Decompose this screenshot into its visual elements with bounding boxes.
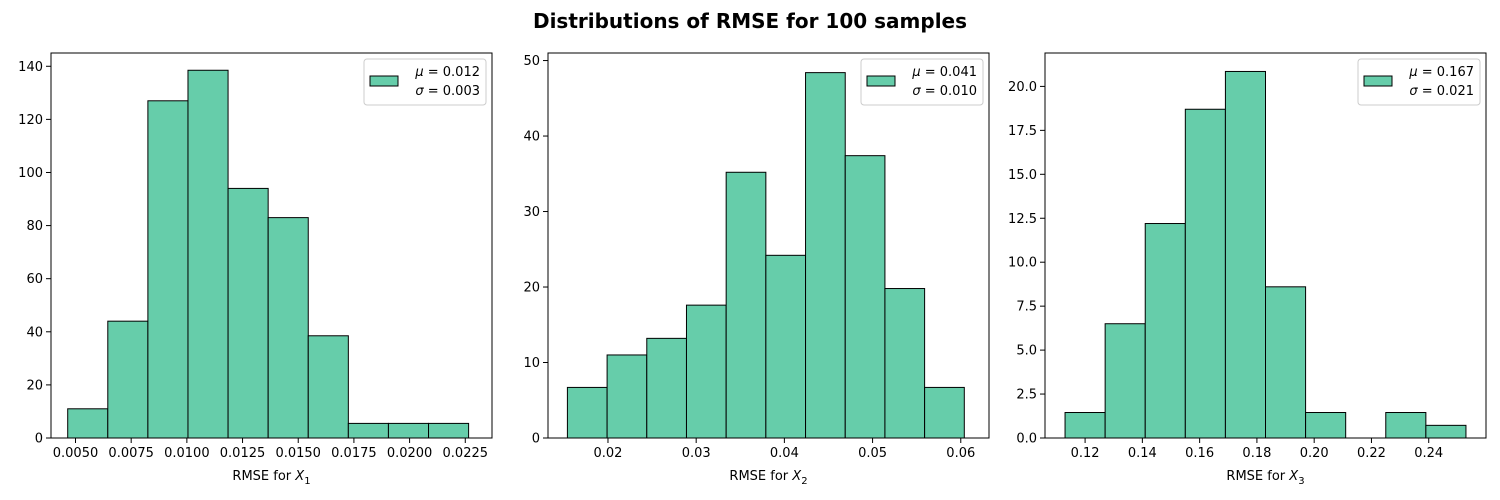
y-tick-label: 12.5 [1008,212,1037,227]
legend-box [860,58,984,106]
x-tick-label: 0.04 [770,446,799,461]
legend-sigma: σ = 0.003 [415,84,480,99]
x-tick-label: 0.12 [1071,446,1100,461]
x-tick-label: 0.0150 [275,446,321,461]
figure-title: Distributions of RMSE for 100 samples [533,9,967,33]
histogram-bar [67,408,109,439]
histogram-bar [1385,412,1427,439]
histogram-bar [1425,424,1467,439]
histogram-bar [566,386,608,439]
y-tick-label: 17.5 [1008,124,1037,139]
subplot-1: 0.0050 0.0075 0.0100 0.0125 0.0150 0.0175 0.02… [18,52,493,487]
x-tick-label: 0.02 [593,446,622,461]
x-axis-label: RMSE for X2 [729,469,807,487]
histogram-bar [844,155,886,439]
y-tick-label: 100 [18,166,43,181]
x-tick-label: 0.05 [858,446,887,461]
y-tick-label: 0.0 [1016,432,1037,447]
histogram-bar [805,72,846,439]
axes-frame [1044,52,1487,439]
x-tick-label: 0.18 [1242,446,1271,461]
legend-mu: μ = 0.012 [414,65,480,80]
histogram-bar [685,304,727,439]
histogram-bar [725,171,767,439]
legend-swatch [1363,75,1393,87]
histogram-bar [646,337,687,439]
y-tick-label: 40 [523,130,540,145]
legend-swatch [866,75,896,87]
legend-mu: μ = 0.041 [911,65,977,80]
y-tick-label: 40 [26,325,43,340]
histogram-bar [227,187,269,439]
x-tick-label: 0.0200 [387,446,433,461]
legend: μ = 0.167 σ = 0.021 [1357,58,1481,106]
y-tick-label: 140 [18,60,43,75]
histogram-bar [1305,412,1347,439]
y-tick-label: 120 [18,113,43,128]
y-tick-label: 30 [523,205,540,220]
x-tick-label: 0.14 [1128,446,1157,461]
y-tick-label: 60 [26,272,43,287]
legend-swatch [369,75,399,87]
y-tick-label: 20 [523,281,540,296]
histogram-bar [107,320,149,439]
histogram-bar [1265,286,1307,439]
histogram-bar [347,422,389,439]
legend-mu: μ = 0.167 [1408,65,1474,80]
legend: μ = 0.012 σ = 0.003 [363,58,487,106]
subplot-3: 0.12 0.14 0.16 0.18 0.20 0.22 0.24 0.0 2.5 5.0 7.5… [1008,52,1487,487]
legend: μ = 0.041 σ = 0.010 [860,58,984,106]
y-tick-label: 5.0 [1016,344,1037,359]
histogram-bar [1104,323,1146,439]
y-tick-label: 80 [26,219,43,234]
legend-box [363,58,487,106]
y-tick-label: 2.5 [1016,388,1037,403]
histogram-bar [387,422,430,439]
legend-sigma: σ = 0.010 [912,84,977,99]
histogram-bar [884,288,926,439]
histogram-bar [267,217,309,439]
x-tick-label: 0.0050 [53,446,99,461]
y-tick-label: 10.0 [1008,256,1037,271]
plots-container: 0.0050 0.0075 0.0100 0.0125 0.0150 0.0175 0.02… [18,52,1487,487]
x-tick-label: 0.0175 [331,446,377,461]
y-tick-label: 7.5 [1016,300,1037,315]
y-tick-label: 0 [532,432,540,447]
subplot-2: 0.02 0.03 0.04 0.05 0.06 0 10 20 30 40 50 RMSE for … [523,52,990,487]
histogram-bar [765,254,807,439]
x-axis-label: RMSE for X1 [232,469,310,487]
y-tick-label: 50 [523,54,540,69]
histogram-bar [187,69,229,439]
x-tick-label: 0.0075 [108,446,154,461]
histogram-bar [307,335,349,439]
histogram-bar [147,100,189,439]
x-tick-label: 0.03 [682,446,711,461]
x-tick-label: 0.16 [1185,446,1214,461]
y-tick-label: 0 [35,432,43,447]
x-tick-label: 0.0125 [220,446,266,461]
axes-frame [547,52,990,439]
histogram-bar [1144,223,1186,439]
x-tick-label: 0.22 [1357,446,1386,461]
x-axis-label: RMSE for X3 [1226,469,1304,487]
y-tick-label: 15.0 [1008,168,1037,183]
y-tick-label: 10 [523,356,540,371]
histogram-bar [1224,70,1266,439]
x-tick-label: 0.0100 [164,446,210,461]
y-tick-label: 20 [26,378,43,393]
legend-sigma: σ = 0.021 [1409,84,1474,99]
x-tick-label: 0.20 [1300,446,1329,461]
histogram-bar [924,386,965,439]
axes-frame [50,52,493,439]
histogram-bar [1184,108,1226,439]
histogram-bar [606,354,648,439]
legend-box [1357,58,1481,106]
x-tick-label: 0.0225 [443,446,489,461]
y-tick-label: 20.0 [1008,80,1037,95]
x-tick-label: 0.24 [1414,446,1443,461]
histogram-bar [428,422,470,439]
x-tick-label: 0.06 [946,446,975,461]
histogram-bar [1064,412,1106,439]
